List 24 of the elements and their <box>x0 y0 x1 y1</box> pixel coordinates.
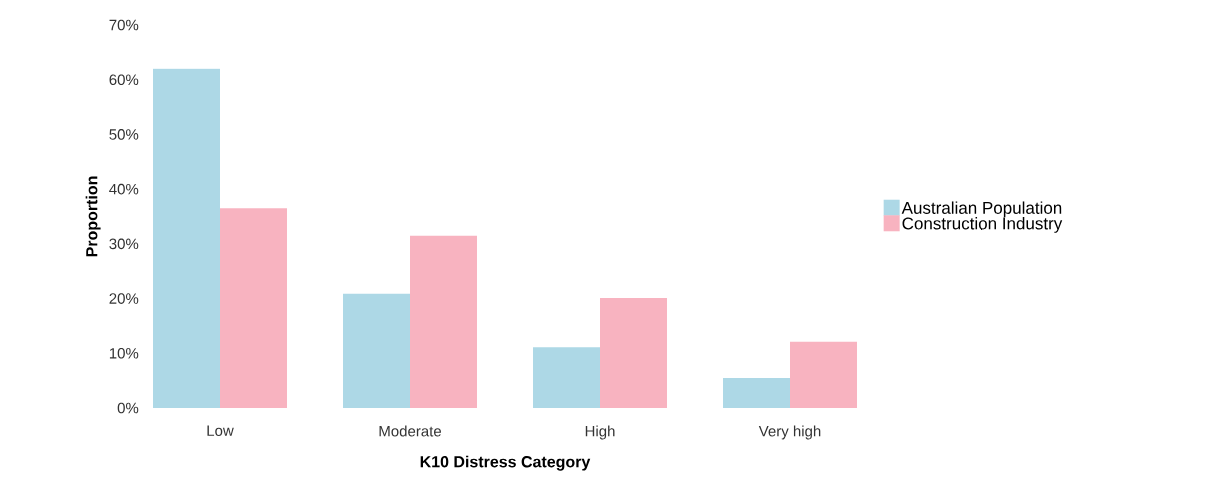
bar <box>533 347 601 408</box>
x-tick-label: Low <box>207 425 234 436</box>
y-tick-label: 60% <box>109 74 139 86</box>
y-tick-label: 40% <box>109 183 139 195</box>
y-tick-label: 10% <box>109 347 139 359</box>
legend-label: Australian Population <box>901 201 1062 218</box>
bar <box>343 293 411 408</box>
y-tick-label: 20% <box>109 293 139 304</box>
bar <box>600 298 668 408</box>
y-tick-label: 30% <box>109 238 139 250</box>
bar <box>410 235 478 408</box>
y-tick-label: 70% <box>109 19 139 31</box>
bar <box>790 341 858 408</box>
y-tick-label: 50% <box>109 129 139 140</box>
x-tick-label: Very high <box>758 425 821 440</box>
bar <box>220 208 288 408</box>
legend-label: Construction Industry <box>902 217 1063 233</box>
x-tick-label: Moderate <box>379 425 442 437</box>
y-tick-label: 0% <box>117 402 139 414</box>
x-tick-label: High <box>585 425 615 440</box>
bar <box>153 68 221 408</box>
bar <box>723 377 791 408</box>
y-axis-title: Proportion <box>85 176 101 257</box>
x-axis-title: K10 Distress Category <box>420 455 591 471</box>
